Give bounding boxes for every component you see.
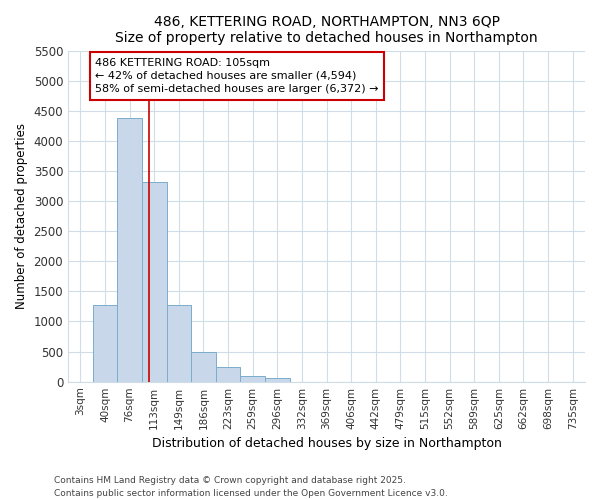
Y-axis label: Number of detached properties: Number of detached properties xyxy=(15,123,28,309)
Text: Contains HM Land Registry data © Crown copyright and database right 2025.
Contai: Contains HM Land Registry data © Crown c… xyxy=(54,476,448,498)
Bar xyxy=(92,305,117,382)
Text: 486 KETTERING ROAD: 105sqm
← 42% of detached houses are smaller (4,594)
58% of s: 486 KETTERING ROAD: 105sqm ← 42% of deta… xyxy=(95,58,379,94)
Bar xyxy=(265,378,290,382)
Bar xyxy=(167,305,191,382)
Bar xyxy=(191,352,216,382)
Title: 486, KETTERING ROAD, NORTHAMPTON, NN3 6QP
Size of property relative to detached : 486, KETTERING ROAD, NORTHAMPTON, NN3 6Q… xyxy=(115,15,538,45)
Bar xyxy=(216,367,241,382)
Bar xyxy=(117,118,142,382)
Bar xyxy=(142,182,167,382)
X-axis label: Distribution of detached houses by size in Northampton: Distribution of detached houses by size … xyxy=(152,437,502,450)
Bar xyxy=(241,376,265,382)
